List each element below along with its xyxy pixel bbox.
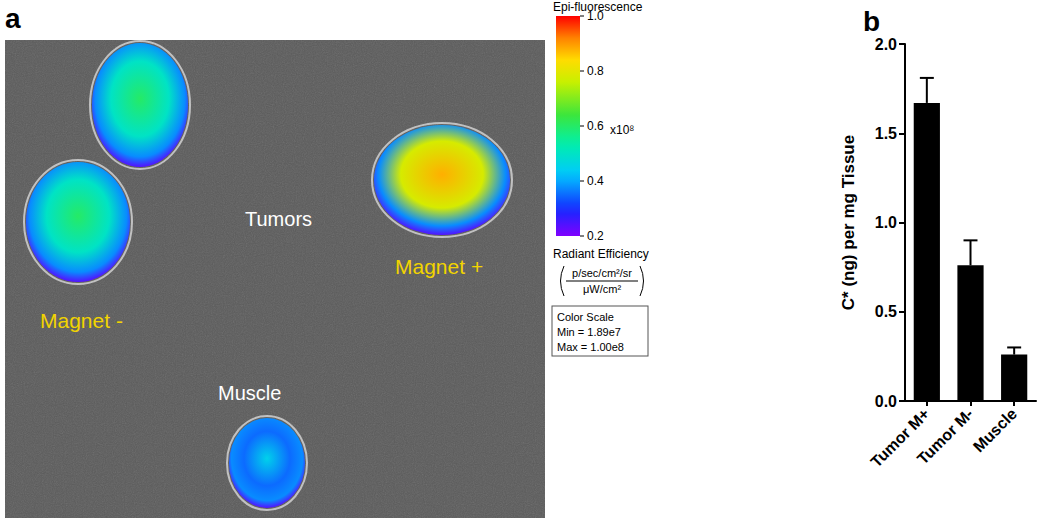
svg-text:Tumor M+: Tumor M+ [867, 405, 933, 471]
svg-text:Tumor M-: Tumor M- [914, 405, 977, 468]
svg-text:p/sec/cm²/sr: p/sec/cm²/sr [572, 267, 632, 279]
svg-text:Magnet +: Magnet + [395, 255, 483, 278]
svg-text:1.5: 1.5 [875, 125, 897, 142]
svg-text:Muscle: Muscle [218, 382, 281, 404]
svg-text:0.2: 0.2 [587, 229, 604, 243]
svg-text:a: a [5, 3, 21, 34]
svg-text:Tumors: Tumors [245, 208, 312, 230]
svg-text:1.0: 1.0 [587, 9, 604, 23]
svg-text:Color Scale: Color Scale [557, 311, 614, 323]
svg-text:Magnet -: Magnet - [40, 309, 123, 332]
svg-text:Radiant Efficiency: Radiant Efficiency [553, 247, 649, 261]
svg-text:0.8: 0.8 [587, 64, 604, 78]
svg-text:1.0: 1.0 [875, 214, 897, 231]
svg-text:2.0: 2.0 [875, 36, 897, 53]
svg-text:0.4: 0.4 [587, 174, 604, 188]
svg-text:0.0: 0.0 [875, 393, 897, 410]
svg-text:Max = 1.00e8: Max = 1.00e8 [557, 341, 624, 353]
svg-text:b: b [863, 6, 880, 37]
svg-text:0.6: 0.6 [587, 119, 604, 133]
svg-text:Muscle: Muscle [970, 405, 1020, 455]
svg-text:0.5: 0.5 [875, 303, 897, 320]
svg-text:Epi-fluorescence: Epi-fluorescence [553, 0, 643, 14]
svg-text:Min = 1.89e7: Min = 1.89e7 [557, 326, 621, 338]
svg-text:x10⁸: x10⁸ [610, 123, 634, 137]
svg-text:μW/cm²: μW/cm² [583, 283, 621, 295]
svg-text:C* (ng) per mg Tissue: C* (ng) per mg Tissue [839, 135, 858, 310]
